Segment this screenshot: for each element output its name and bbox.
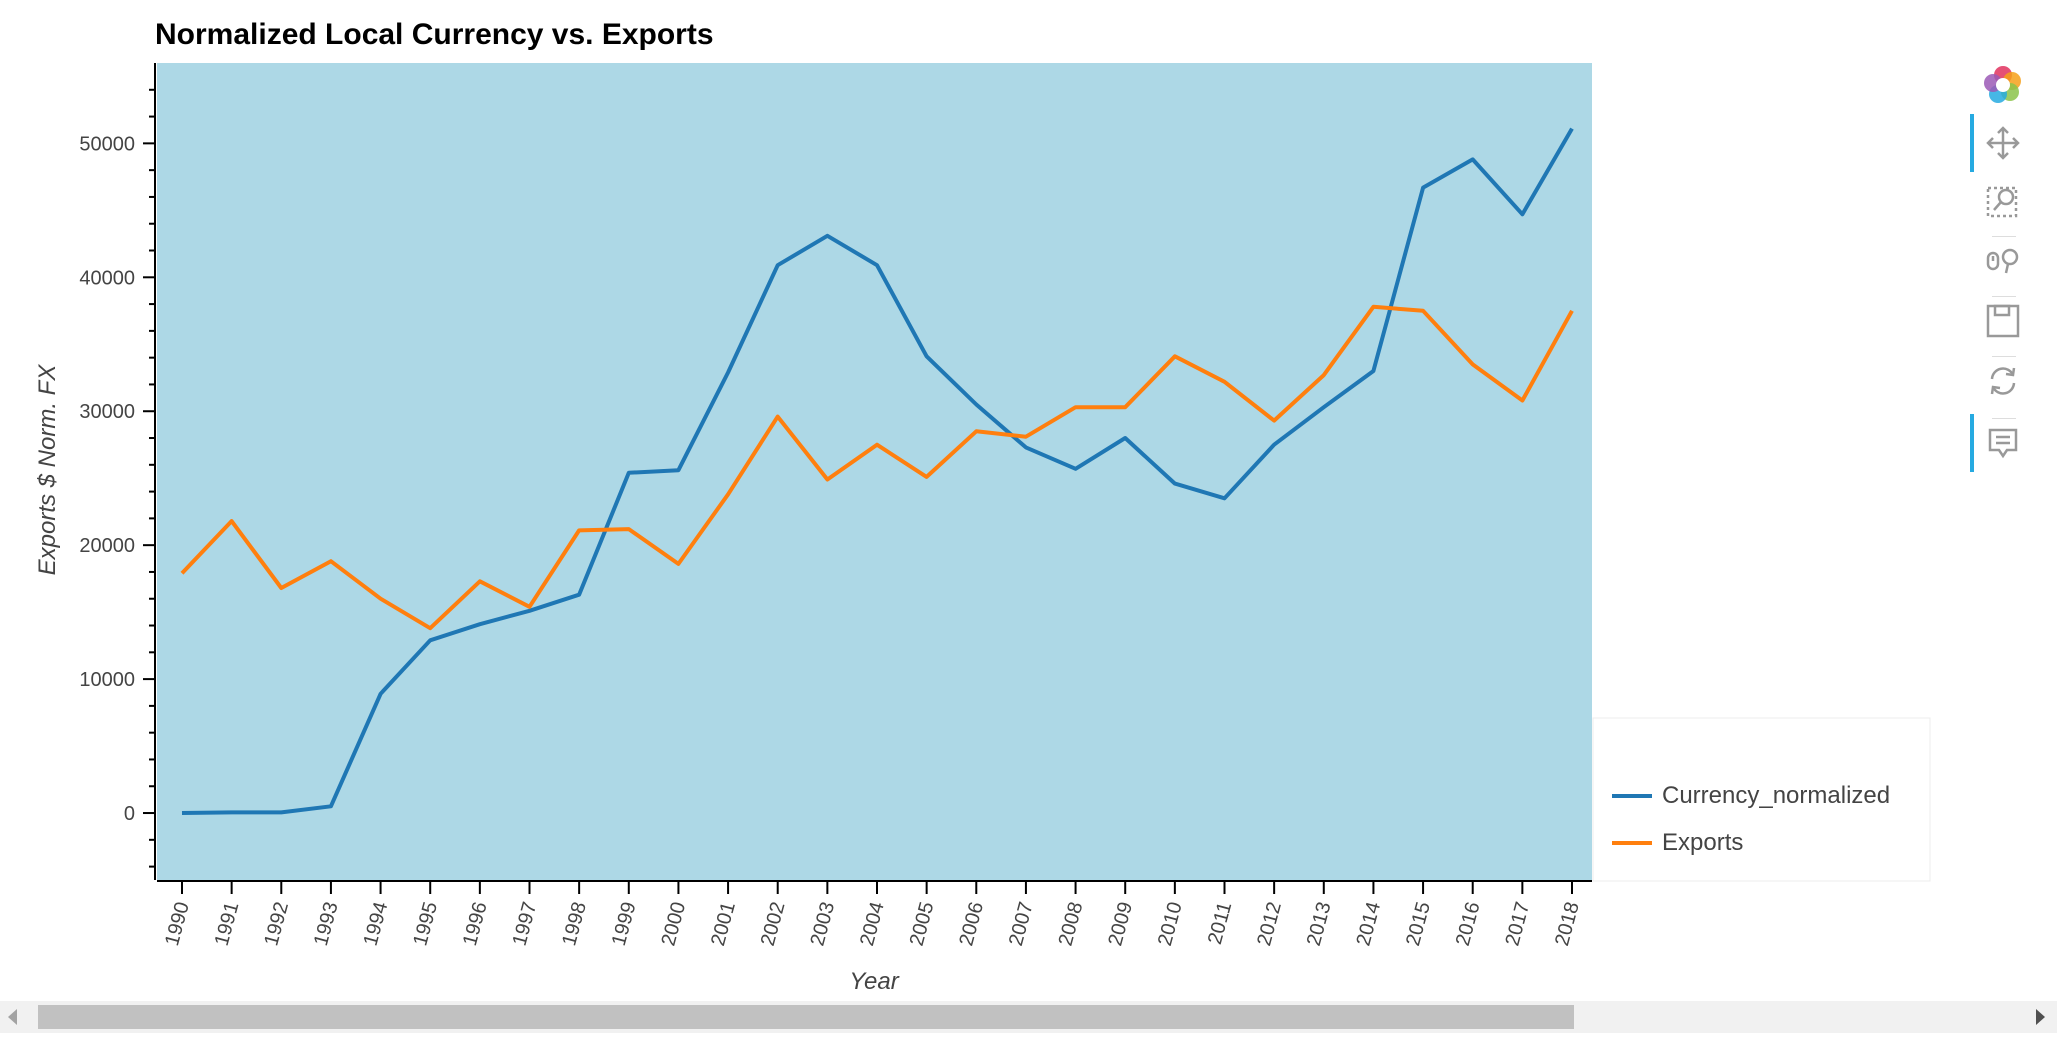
y-axis-label: Exports $ Norm. FX (34, 364, 61, 576)
x-tick-label: 2004 (856, 900, 889, 949)
y-tick-label: 0 (124, 803, 135, 825)
x-tick-label: 1992 (260, 900, 293, 949)
reset-icon[interactable] (1968, 352, 2038, 410)
x-tick-label: 2005 (906, 900, 939, 949)
chart-toolbar (1968, 56, 2038, 496)
x-tick-label: 2001 (707, 900, 740, 949)
chart: Normalized Local Currency vs. Exports 0 1… (34, 18, 1931, 995)
legend-label-currency: Currency_normalized (1662, 782, 1890, 809)
y-tick-label: 30000 (79, 401, 135, 423)
plot-area[interactable] (157, 63, 1592, 880)
x-tick-label: 2017 (1501, 900, 1534, 949)
legend-label-exports: Exports (1662, 829, 1743, 856)
wheel-zoom-icon[interactable] (1968, 232, 2038, 290)
x-tick-label: 2016 (1452, 900, 1485, 949)
x-tick-label: 2000 (657, 900, 690, 949)
x-tick-label: 1999 (608, 900, 641, 949)
box-zoom-icon[interactable] (1968, 172, 2038, 230)
y-tick-label: 20000 (79, 535, 135, 557)
series-layer (180, 127, 1574, 815)
series-line-currency-normalized (181, 127, 1574, 815)
x-tick-label: 2015 (1402, 900, 1435, 949)
hover-icon[interactable] (1968, 414, 2038, 472)
bokeh-logo-icon[interactable] (1968, 56, 2038, 114)
x-tick-label: 1998 (558, 900, 591, 949)
y-axis: 0 10000 20000 30000 40000 50000 (79, 63, 156, 880)
pan-icon[interactable] (1968, 114, 2038, 172)
x-tick-label: 1997 (509, 900, 542, 949)
x-tick-label: 2009 (1104, 900, 1137, 949)
x-tick-label: 1996 (459, 900, 492, 949)
x-tick-label: 1990 (161, 900, 194, 949)
x-tick-label: 1991 (211, 900, 244, 949)
x-tick-label: 2003 (806, 900, 839, 949)
x-tick-label: 1993 (310, 900, 343, 949)
scroll-left-icon[interactable] (8, 1009, 17, 1025)
x-axis-label: Year (849, 968, 899, 995)
x-tick-label: 1995 (409, 900, 442, 949)
x-tick-label: 1994 (360, 900, 393, 949)
x-tick-label: 2010 (1154, 900, 1187, 949)
chart-title: Normalized Local Currency vs. Exports (155, 18, 714, 51)
x-tick-label: 2013 (1303, 900, 1336, 949)
y-tick-label: 50000 (79, 133, 135, 155)
x-tick-label: 2008 (1055, 900, 1088, 949)
x-tick-label: 2012 (1253, 900, 1286, 949)
x-tick-label: 2014 (1352, 900, 1385, 949)
horizontal-scrollbar[interactable] (0, 1001, 2057, 1033)
y-tick-label: 40000 (79, 267, 135, 289)
x-tick-label: 2006 (955, 900, 988, 949)
x-tick-label: 2007 (1005, 900, 1038, 949)
x-tick-label: 2002 (757, 900, 790, 949)
scrollbar-thumb[interactable] (38, 1005, 1574, 1029)
series-line-exports (180, 304, 1574, 631)
legend-box (1592, 717, 1931, 882)
y-tick-label: 10000 (79, 669, 135, 691)
scroll-right-icon[interactable] (2036, 1009, 2045, 1025)
x-tick-label: 2018 (1551, 900, 1584, 949)
save-icon[interactable] (1968, 292, 2038, 350)
legend: Currency_normalized Exports (1592, 717, 1931, 882)
x-axis: 1990 1991 1992 1993 1994 1995 1996 1997 1998 1999… (157, 880, 1592, 949)
x-tick-label: 2011 (1204, 900, 1236, 947)
